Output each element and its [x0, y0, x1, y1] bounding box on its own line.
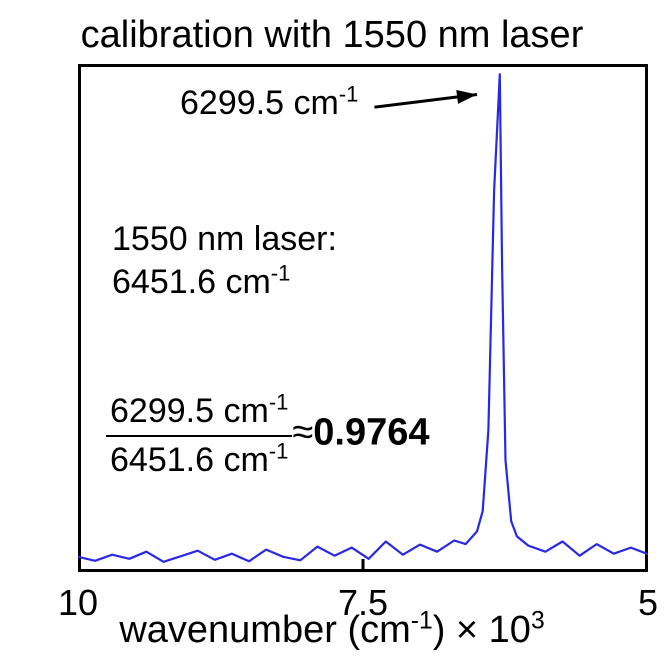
ratio-numerator: 6299.5 cm-1: [106, 390, 292, 435]
laser-line1: 1550 nm laser:: [112, 220, 337, 258]
laser-annotation: 1550 nm laser: 6451.6 cm-1: [112, 218, 337, 303]
plot-svg: [78, 64, 648, 572]
plot-area: [78, 64, 648, 572]
peak-annotation: 6299.5 cm-1: [180, 82, 358, 125]
x-axis-label: wavenumber (cm-1) × 103: [0, 609, 664, 652]
ratio-fraction: 6299.5 cm-16451.6 cm-1: [106, 390, 292, 481]
peak-value: 6299.5 cm-1: [180, 84, 358, 122]
chart-title: calibration with 1550 nm laser: [0, 14, 664, 57]
laser-line2: 6451.6 cm-1: [112, 263, 290, 301]
ratio-annotation: 6299.5 cm-16451.6 cm-1≈0.9764: [106, 390, 430, 481]
ratio-result: 0.9764: [313, 411, 429, 453]
approx-sign: ≈: [292, 411, 313, 453]
figure: calibration with 1550 nm laser intensity…: [0, 0, 664, 664]
ratio-denominator: 6451.6 cm-1: [106, 435, 292, 482]
